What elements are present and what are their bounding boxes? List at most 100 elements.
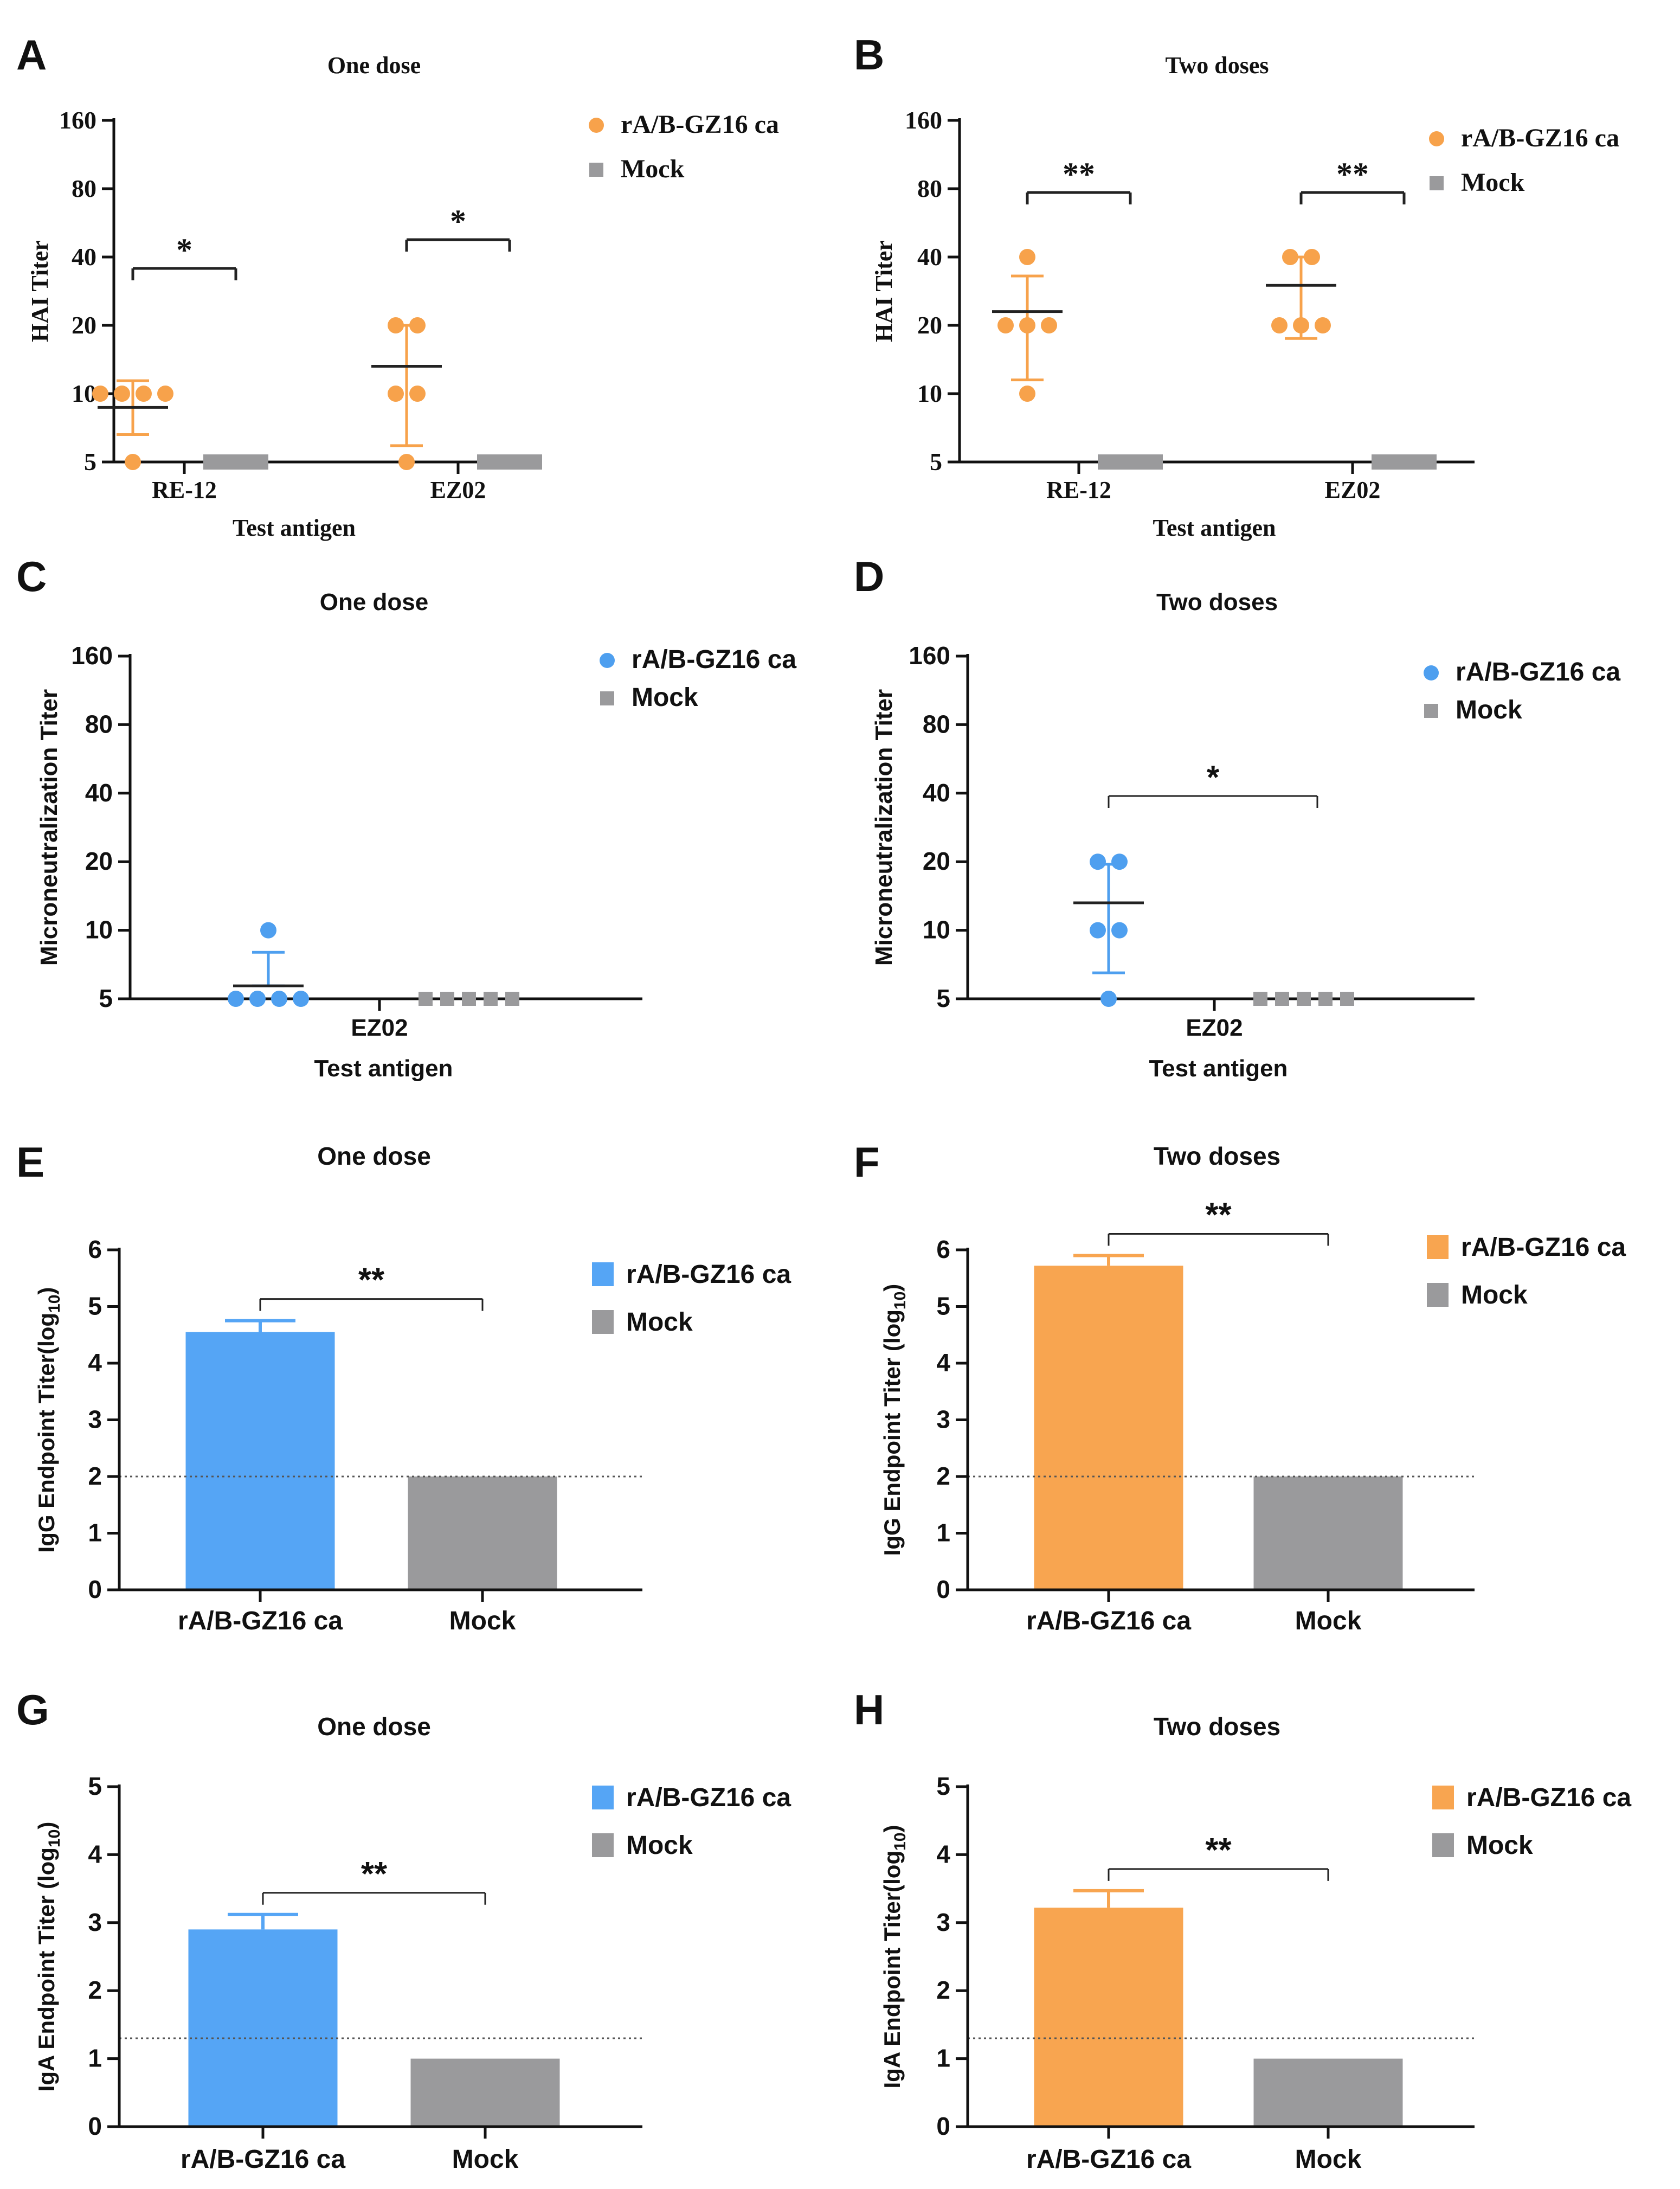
mock-point [1340, 992, 1354, 1006]
y-axis-label-end: ) [34, 1822, 59, 1829]
legend-label: Mock [621, 155, 685, 183]
x-tick-label: EZ02 [351, 1015, 408, 1041]
panel-B: B Two doses 5 10 20 40 80 160 HAI Titer Test anti… [854, 31, 1619, 541]
data-point [409, 386, 426, 402]
y-axis-label: HAI Titer [871, 240, 897, 342]
y-tick-label: 2 [936, 1462, 950, 1490]
mock-point [1297, 992, 1311, 1006]
y-tick-label: 5 [84, 448, 96, 476]
legend-swatch [592, 1833, 614, 1857]
y-tick-label: 3 [936, 1908, 950, 1936]
legend: rA/B-GZ16 ca Mock [600, 645, 796, 712]
x-tick-label: rA/B-GZ16 ca [181, 2145, 345, 2174]
y-tick-label: 160 [909, 641, 950, 670]
mock-point [505, 992, 519, 1006]
data-point [409, 317, 426, 333]
x-axis-label: Test antigen [314, 1055, 453, 1082]
y-axis-label-main: IgG Endpoint Titer (log [879, 1309, 905, 1556]
data-point [249, 991, 266, 1007]
y-axis-label: IgG Endpoint Titer(log10) [34, 1287, 63, 1553]
y-axis-label-end: ) [879, 1284, 905, 1292]
y-tick-label: 20 [85, 847, 113, 875]
mock-point [1275, 992, 1289, 1006]
y-tick-label: 2 [936, 1976, 950, 2004]
data-point [1090, 922, 1106, 939]
x-tick-label: Mock [1295, 1607, 1362, 1635]
panel-letter: E [16, 1138, 44, 1186]
mock-point [440, 992, 454, 1006]
panel-letter: C [16, 553, 47, 600]
mock-point [1253, 992, 1267, 1006]
y-axis-label: Microneutralization Titer [871, 689, 897, 966]
y-axis-label: HAI Titer [27, 240, 53, 342]
legend: rA/B-GZ16 ca Mock [589, 110, 779, 183]
y-tick-label: 0 [936, 2112, 950, 2140]
y-tick-label: 40 [72, 243, 96, 271]
y-axis-label-subscript: 10 [891, 1833, 909, 1851]
data-point [125, 454, 141, 470]
y-tick-label: 40 [85, 779, 113, 807]
data-point [92, 386, 108, 402]
mock-points [477, 454, 542, 470]
x-axis-label: Test antigen [1153, 515, 1276, 541]
panel-title: Two doses [1154, 1142, 1280, 1170]
mock-points [203, 454, 268, 470]
significance-label: ** [1205, 1196, 1232, 1234]
y-tick-label: 80 [917, 175, 942, 202]
x-tick-label: rA/B-GZ16 ca [1026, 2145, 1191, 2174]
legend-label: Mock [626, 1308, 693, 1337]
data-point [398, 454, 415, 470]
data-point [114, 386, 130, 402]
legend-marker-square [1424, 704, 1438, 718]
significance-label: * [1207, 759, 1220, 795]
significance-label: ** [1063, 156, 1095, 192]
legend-swatch [1432, 1786, 1454, 1809]
data-point [997, 317, 1014, 333]
data-point [228, 991, 244, 1007]
bar [1034, 1908, 1183, 2127]
data-point [293, 991, 309, 1007]
legend-label: Mock [1461, 1281, 1528, 1309]
panel-title: One dose [327, 52, 421, 79]
y-tick-label: 4 [88, 1840, 102, 1868]
legend-label: Mock [626, 1831, 693, 1860]
mock-points [1098, 454, 1163, 470]
x-tick-label: RE-12 [1046, 477, 1111, 503]
y-tick-label: 3 [88, 1908, 102, 1936]
bar [410, 2058, 560, 2127]
y-tick-label: 160 [71, 641, 113, 670]
legend-marker-circle [600, 653, 615, 668]
x-tick-label: Mock [449, 1607, 516, 1635]
x-tick-label: RE-12 [152, 477, 217, 503]
panel-title: One dose [320, 589, 429, 615]
legend: rA/B-GZ16 ca Mock [1427, 1233, 1626, 1309]
y-axis-label-subscript: 10 [46, 1295, 63, 1313]
data-point [1041, 317, 1057, 333]
panel-letter: A [16, 31, 47, 79]
legend-swatch [1427, 1235, 1449, 1259]
data-point [1019, 386, 1035, 402]
data-point [260, 922, 276, 939]
panel-letter: D [854, 553, 884, 600]
y-tick-label: 2 [88, 1976, 102, 2004]
data-point [1293, 317, 1309, 333]
y-tick-label: 10 [85, 916, 113, 944]
y-axis-label: IgA Endpoint Titer (log10) [34, 1822, 63, 2092]
legend-label: Mock [632, 683, 698, 712]
y-axis-label-subscript: 10 [891, 1292, 909, 1309]
panel-letter: G [16, 1686, 49, 1734]
legend-marker-circle [1424, 665, 1439, 681]
y-tick-label: 40 [917, 243, 942, 271]
y-tick-label: 10 [923, 916, 950, 944]
legend-swatch [592, 1262, 614, 1286]
legend-label: Mock [1461, 168, 1525, 197]
significance-label: * [176, 232, 192, 268]
y-tick-label: 0 [88, 2112, 102, 2140]
data-point [1111, 853, 1128, 870]
y-tick-label: 2 [88, 1462, 102, 1490]
y-tick-label: 160 [59, 106, 96, 134]
mock-point [419, 992, 433, 1006]
panel-F: F Two doses 0 1 2 3 4 5 6 rA/B-GZ16 ca Mock IgG End… [854, 1138, 1626, 1635]
y-axis-label-main: IgA Endpoint Titer (log [34, 1847, 59, 2091]
